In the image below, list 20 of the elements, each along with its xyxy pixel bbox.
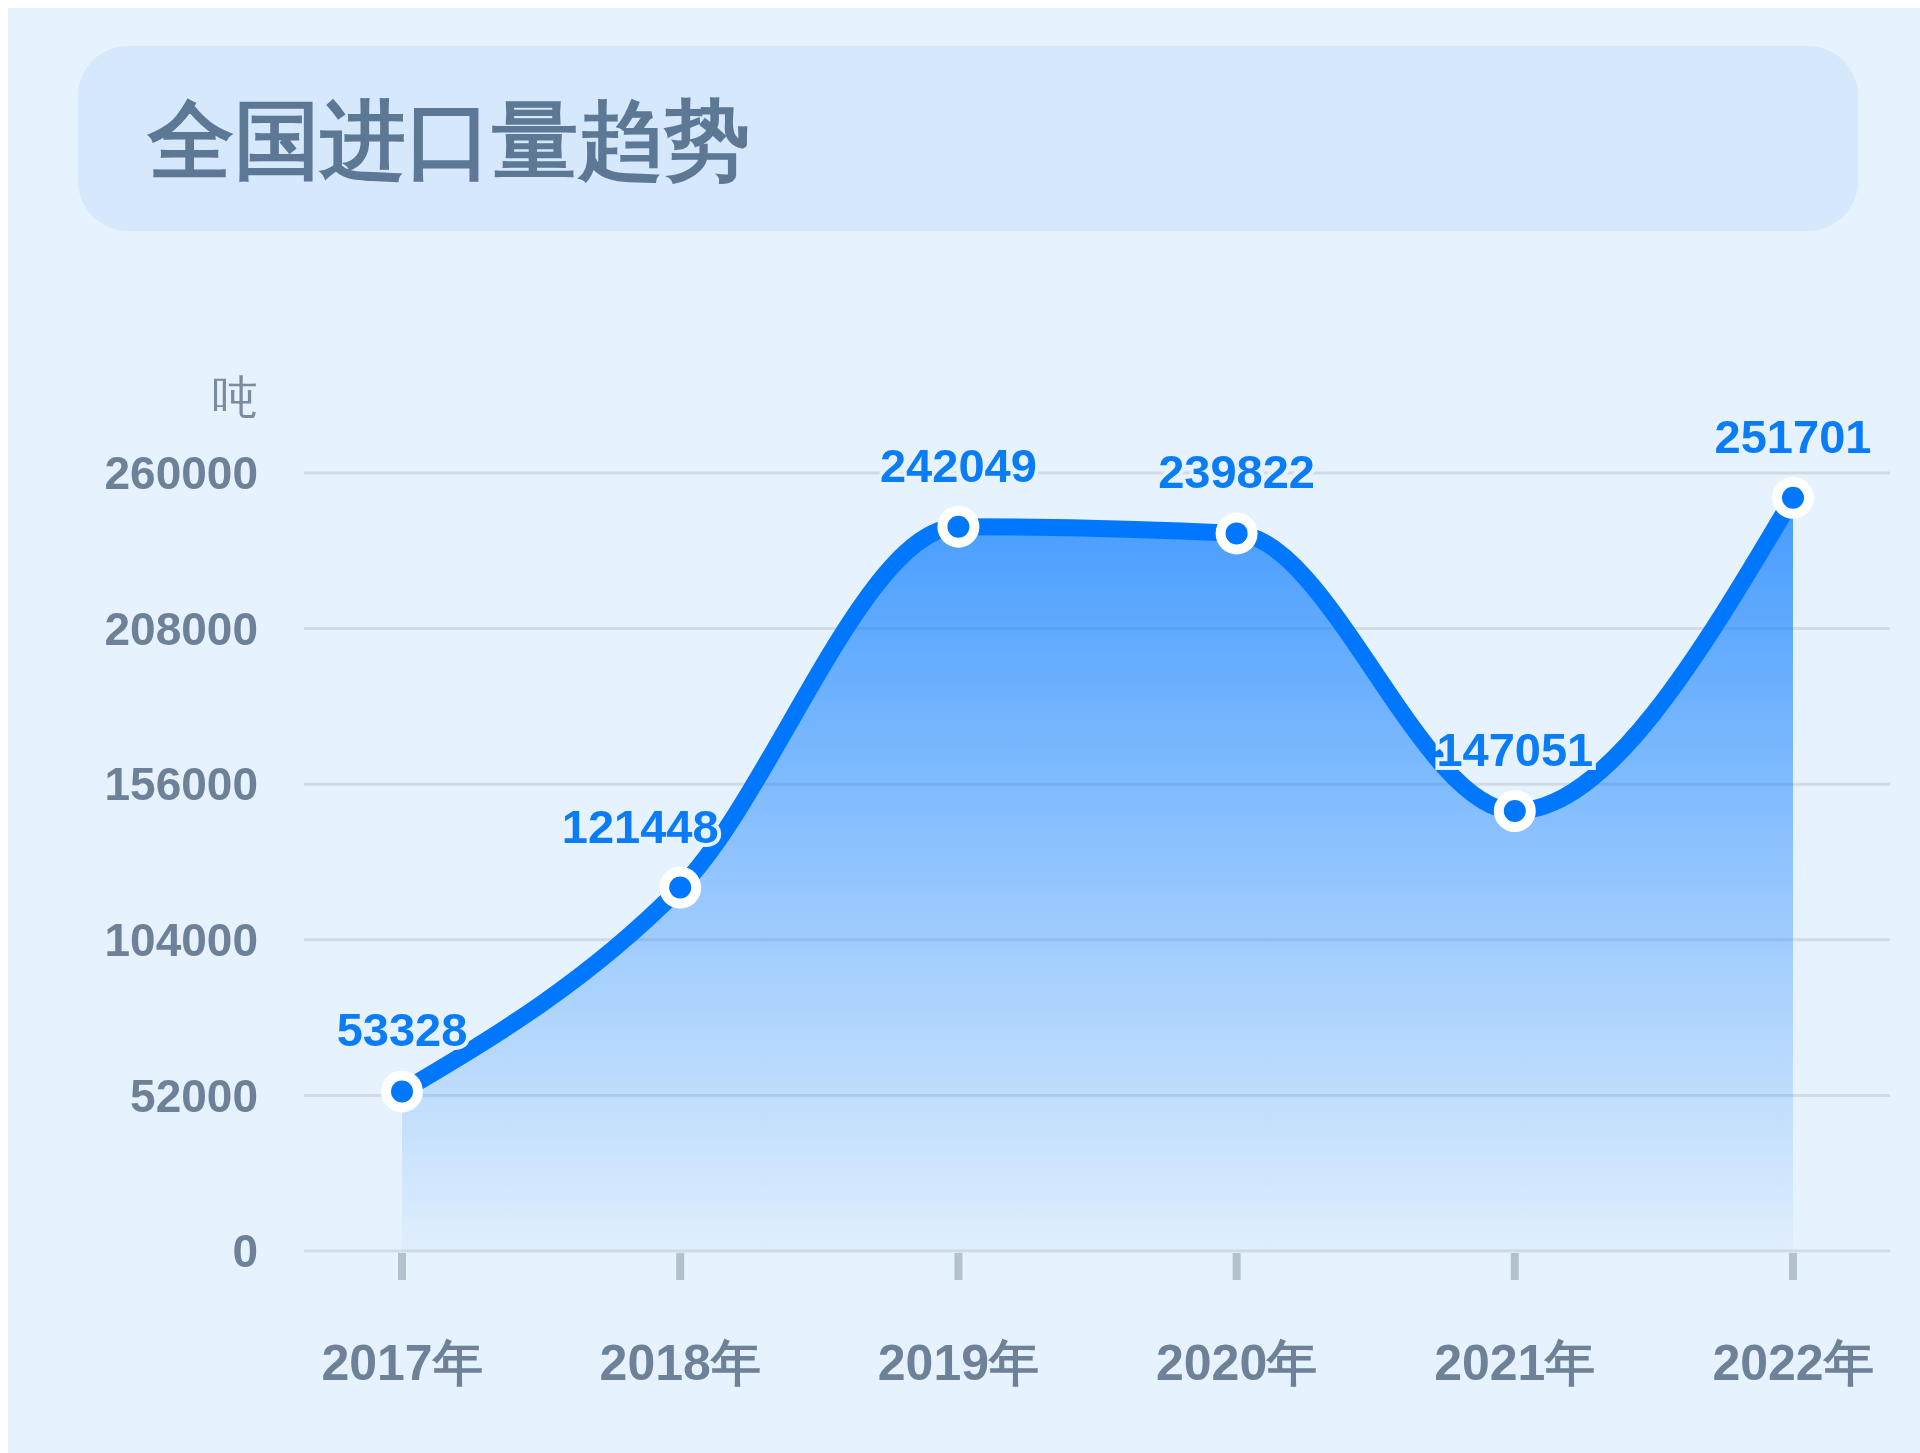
x-tick-label: 2019年 xyxy=(877,1335,1040,1391)
y-axis-title: 吨 xyxy=(212,371,258,423)
data-label: 242049 xyxy=(879,438,1037,492)
x-tick-label: 2018年 xyxy=(599,1335,761,1391)
data-label: 251701 xyxy=(1714,409,1872,463)
data-label: 53328 xyxy=(336,1003,468,1057)
y-tick-label: 208000 xyxy=(104,602,258,655)
y-tick-label: 52000 xyxy=(130,1069,258,1122)
x-tick-label: 2020年 xyxy=(1155,1335,1318,1391)
data-label: 147051 xyxy=(1436,722,1594,776)
y-tick-label: 104000 xyxy=(104,913,258,966)
data-label: 239822 xyxy=(1158,445,1316,499)
chart-title: 全国进口量趋势 xyxy=(146,92,750,188)
y-tick-label: 260000 xyxy=(104,447,258,500)
x-tick-label: 2021年 xyxy=(1434,1335,1596,1391)
x-tick-label: 2022年 xyxy=(1712,1335,1874,1391)
x-tick-label: 2017年 xyxy=(321,1335,483,1391)
y-tick-label: 156000 xyxy=(104,758,258,811)
data-label: 121448 xyxy=(561,799,719,853)
y-tick-label: 0 xyxy=(232,1225,258,1278)
